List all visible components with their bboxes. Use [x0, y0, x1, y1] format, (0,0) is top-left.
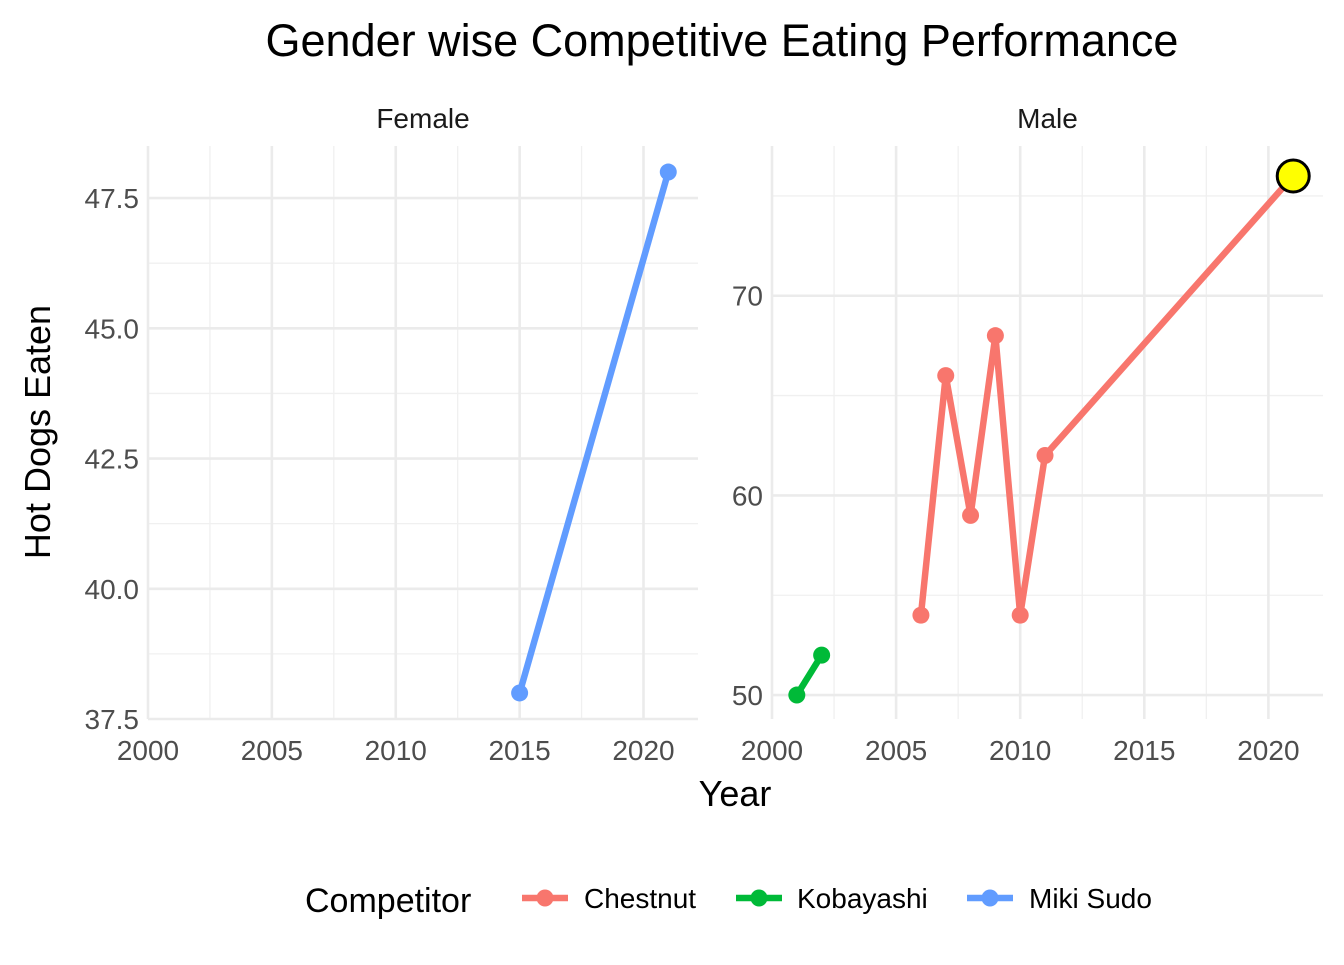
- legend-key-point: [536, 889, 554, 907]
- series-kobayashi: [788, 646, 831, 704]
- facet-female: Female 2000 2005 2010 2015 2020 37.5 40.0 42.5 45…: [85, 103, 698, 766]
- y-tick-label: 42.5: [85, 444, 140, 475]
- data-point: [1011, 606, 1029, 624]
- data-point: [788, 686, 806, 704]
- x-tick-label: 2020: [612, 735, 674, 766]
- x-tick-label: 2005: [865, 735, 927, 766]
- legend: Competitor Chestnut Kobayashi Miki Sudo: [305, 882, 1152, 920]
- y-tick-label: 40.0: [85, 574, 140, 605]
- facet-label: Male: [1017, 103, 1078, 134]
- facet-label: Female: [376, 103, 469, 134]
- legend-items: Chestnut Kobayashi Miki Sudo: [522, 883, 1152, 914]
- legend-key-point: [750, 889, 768, 907]
- x-tick-label: 2020: [1237, 735, 1299, 766]
- legend-label: Kobayashi: [797, 883, 928, 914]
- y-tick-label: 45.0: [85, 313, 140, 344]
- x-tick-label: 2010: [989, 735, 1051, 766]
- x-tick-label: 2015: [488, 735, 550, 766]
- facets: Female 2000 2005 2010 2015 2020 37.5 40.0 42.5 45…: [85, 103, 1323, 766]
- data-point: [813, 646, 831, 664]
- series-miki-sudo: [511, 163, 677, 702]
- gridlines: [146, 146, 698, 721]
- data-point: [937, 367, 955, 385]
- x-tick-label: 2015: [1113, 735, 1175, 766]
- y-tick-label: 60: [732, 480, 763, 511]
- y-tick-label: 70: [732, 281, 763, 312]
- x-axis-label: Year: [699, 773, 772, 814]
- y-tick-label: 47.5: [85, 183, 140, 214]
- legend-item-miki-sudo: Miki Sudo: [967, 883, 1152, 914]
- data-point: [986, 327, 1004, 345]
- data-point: [962, 506, 980, 524]
- y-tick-label: 37.5: [85, 704, 140, 735]
- legend-item-chestnut: Chestnut: [522, 883, 696, 914]
- gridlines: [770, 146, 1323, 719]
- legend-title: Competitor: [305, 882, 471, 920]
- legend-label: Chestnut: [584, 883, 696, 914]
- data-point: [912, 606, 930, 624]
- highlight-point: [1275, 158, 1311, 194]
- x-tick-label: 2000: [117, 735, 179, 766]
- data-point: [659, 163, 677, 181]
- facet-male: Male 2000 2005 2010 2015 2020 50 60 70: [732, 103, 1323, 766]
- legend-label: Miki Sudo: [1029, 883, 1152, 914]
- series-line: [516, 171, 672, 694]
- legend-key-point: [981, 889, 999, 907]
- x-tick-label: 2000: [741, 735, 803, 766]
- y-axis-label: Hot Dogs Eaten: [17, 305, 58, 559]
- y-tick-label: 50: [732, 680, 763, 711]
- data-point: [511, 684, 529, 702]
- data-point: [1036, 446, 1054, 464]
- chart-title: Gender wise Competitive Eating Performan…: [266, 15, 1179, 66]
- legend-item-kobayashi: Kobayashi: [736, 883, 928, 914]
- x-tick-label: 2005: [241, 735, 303, 766]
- x-tick-label: 2010: [365, 735, 427, 766]
